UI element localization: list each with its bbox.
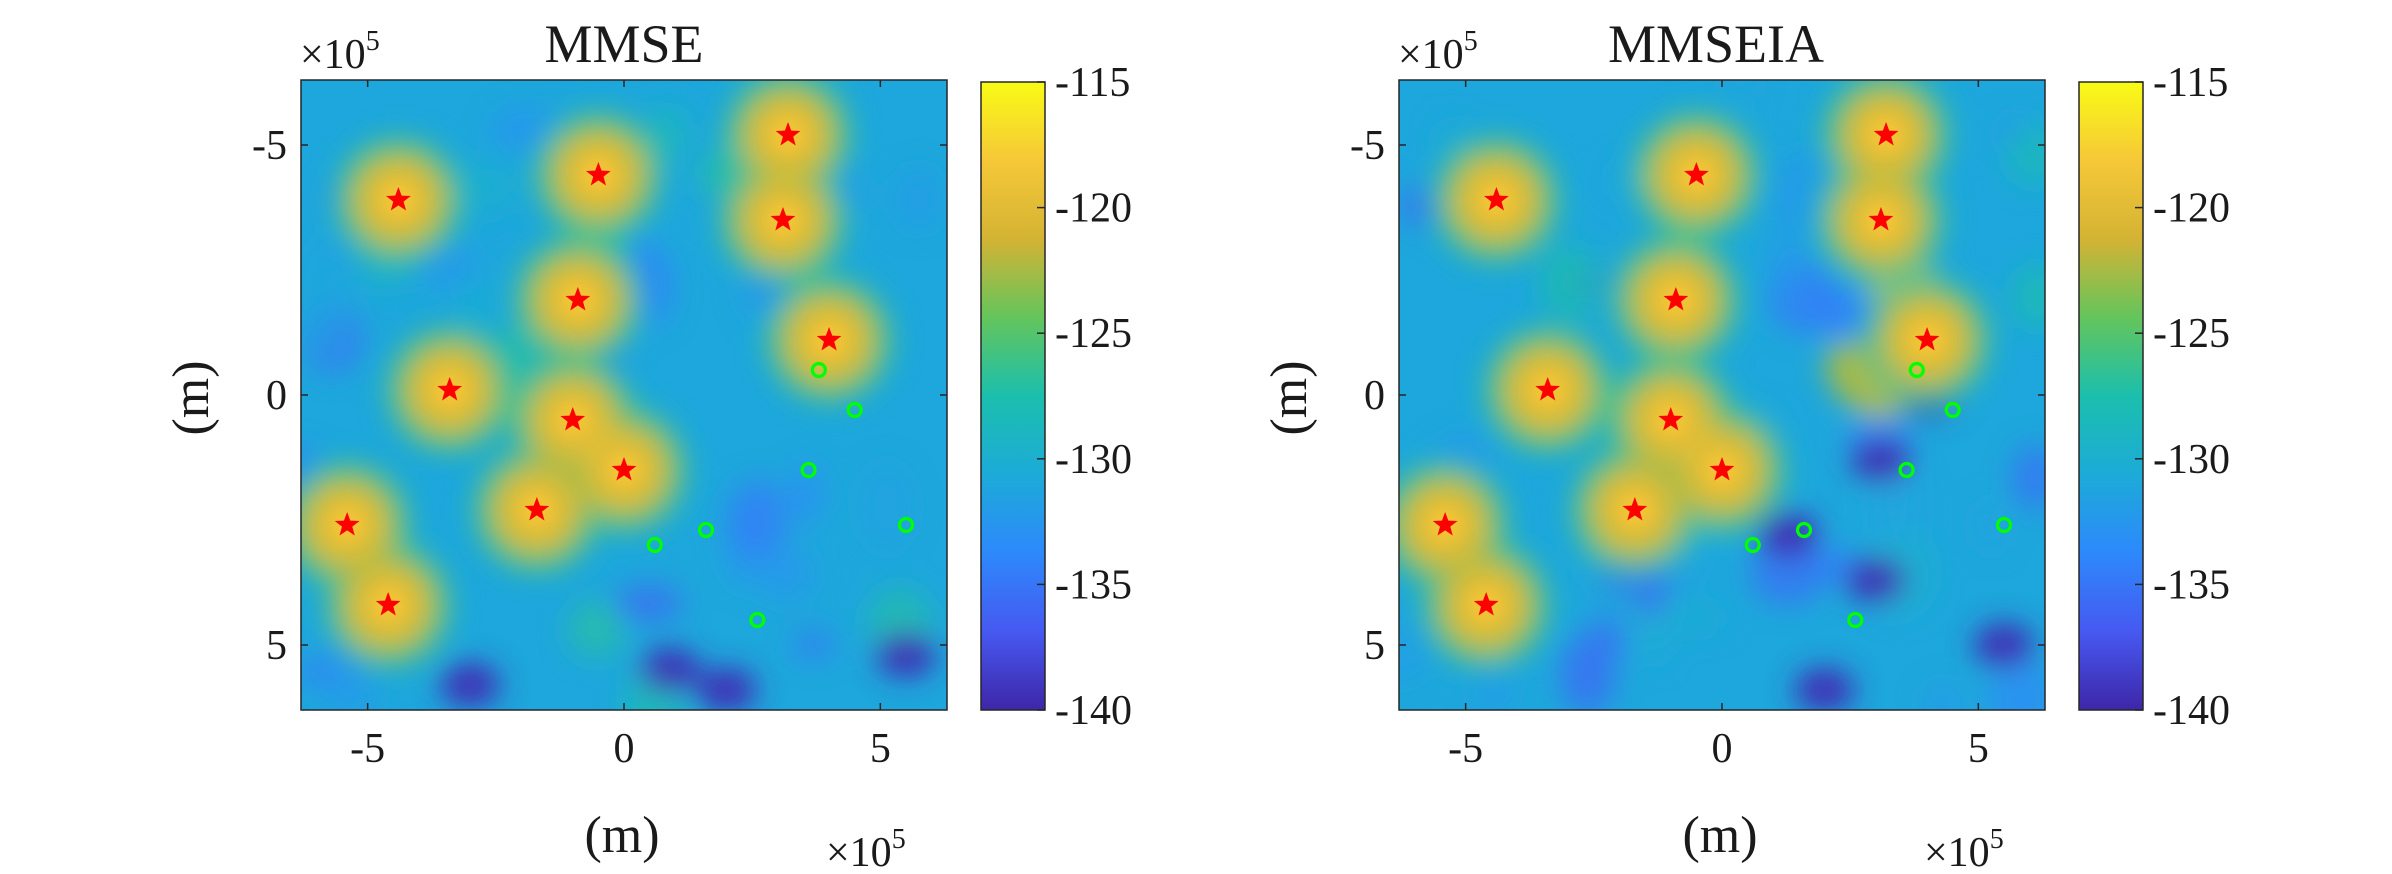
x-tick-label: 0 bbox=[1712, 726, 1733, 772]
circle-marker bbox=[1847, 611, 1864, 629]
star-marker bbox=[565, 287, 591, 311]
x-tick-label: 5 bbox=[870, 726, 891, 772]
star-marker bbox=[334, 512, 360, 536]
heatmap-image bbox=[1399, 80, 2045, 710]
colorbar-tick-label: -115 bbox=[2153, 60, 2228, 106]
y-tick-label: 5 bbox=[266, 623, 287, 669]
y-tick-label: 0 bbox=[266, 373, 287, 419]
star-marker bbox=[1658, 407, 1684, 431]
circle-marker bbox=[646, 536, 663, 554]
colorbar-tick-label: -115 bbox=[1055, 60, 1130, 106]
x-axis-label: (m) bbox=[1682, 807, 1757, 864]
colorbar-tick-label: -135 bbox=[1055, 562, 1132, 608]
y-tick-label: 5 bbox=[1364, 623, 1385, 669]
star-marker bbox=[1473, 592, 1499, 616]
colorbar-tick-label: -140 bbox=[1055, 688, 1132, 734]
heatmap-panel-mmseia: MMSEIA ×105 (m) (m) ×105 -5 0 5-505 -115-1… bbox=[1261, 14, 2230, 874]
star-marker bbox=[1535, 377, 1561, 401]
y-multiplier: ×105 bbox=[300, 26, 380, 78]
y-tick-label: 0 bbox=[1364, 373, 1385, 419]
circle-marker bbox=[1795, 521, 1813, 539]
star-marker bbox=[386, 187, 411, 211]
colorbar-ticks: -115 -120 -125 -130 -135 -140 bbox=[1037, 60, 1132, 734]
star-marker bbox=[816, 327, 842, 351]
heatmap-panel-mmse: MMSE ×105 (m) (m) ×105 -5 0 5 -5 0 5 -115 -120… bbox=[163, 14, 1132, 874]
x-axis-label: (m) bbox=[584, 807, 659, 864]
circle-marker bbox=[800, 461, 817, 479]
circle-marker bbox=[749, 611, 766, 629]
star-marker bbox=[375, 592, 401, 616]
colorbar-tick-label: -125 bbox=[2153, 311, 2230, 357]
circle-marker bbox=[1944, 401, 1961, 419]
circle-marker bbox=[846, 401, 863, 419]
y-tick-label: -5 bbox=[1350, 123, 1385, 169]
plot-area: -5 0 5 -5 0 5 bbox=[252, 79, 948, 772]
circle-marker bbox=[697, 521, 715, 539]
colorbar: -115 -120 -125 -130 -135 -140 bbox=[2078, 60, 2230, 734]
star-marker bbox=[524, 497, 550, 521]
x-tick-label: -5 bbox=[350, 726, 385, 772]
x-tick-label: 0 bbox=[614, 726, 635, 772]
colorbar-gradient bbox=[980, 81, 1046, 711]
colorbar-tick-label: -130 bbox=[2153, 437, 2230, 483]
star-marker bbox=[611, 457, 637, 481]
y-tick-label: -5 bbox=[252, 123, 287, 169]
star-marker bbox=[770, 207, 796, 231]
colorbar-gradient bbox=[2078, 81, 2144, 711]
circle-marker bbox=[1898, 461, 1915, 479]
colorbar-tick-label: -130 bbox=[1055, 437, 1132, 483]
star-marker bbox=[1868, 207, 1894, 231]
star-marker bbox=[560, 407, 586, 431]
star-marker bbox=[1663, 287, 1689, 311]
colorbar-tick-label: -140 bbox=[2153, 688, 2230, 734]
star-marker bbox=[1684, 162, 1709, 186]
y-multiplier: ×105 bbox=[1398, 26, 1478, 78]
star-marker bbox=[1622, 497, 1648, 521]
circle-marker bbox=[1908, 361, 1925, 379]
markers bbox=[334, 122, 915, 629]
star-marker bbox=[1484, 187, 1509, 211]
circle-marker bbox=[1744, 536, 1761, 554]
y-axis-label: (m) bbox=[1261, 360, 1318, 435]
axis-ticks: -5 0 5 -5 0 5 bbox=[252, 80, 947, 772]
colorbar-tick-label: -120 bbox=[2153, 186, 2230, 232]
circle-marker bbox=[1995, 516, 2013, 534]
star-marker bbox=[1873, 122, 1899, 146]
colorbar-ticks: -115 -120 -125 -130 -135 -140 bbox=[2135, 60, 2230, 734]
colorbar-tick-label: -125 bbox=[1055, 311, 1132, 357]
x-multiplier: ×105 bbox=[1924, 824, 2004, 874]
markers bbox=[1432, 122, 2013, 629]
colorbar-tick-label: -135 bbox=[2153, 562, 2230, 608]
x-tick-label: -5 bbox=[1448, 726, 1483, 772]
x-tick-label: 5 bbox=[1968, 726, 1989, 772]
star-marker bbox=[1432, 512, 1458, 536]
star-marker bbox=[1914, 327, 1940, 351]
plot-title: MMSEIA bbox=[1608, 14, 1824, 74]
plot-area: -5 0 5 -5 0 5 bbox=[1350, 79, 2046, 772]
star-marker bbox=[437, 377, 463, 401]
star-marker bbox=[586, 162, 611, 186]
axis-ticks: -5 0 5 -5 0 5 bbox=[1350, 80, 2045, 772]
x-multiplier: ×105 bbox=[826, 824, 906, 874]
plot-title: MMSE bbox=[544, 14, 703, 74]
colorbar: -115 -120 -125 -130 -135 -140 bbox=[980, 60, 1132, 734]
star-marker bbox=[775, 122, 801, 146]
star-marker bbox=[1709, 457, 1735, 481]
colorbar-tick-label: -120 bbox=[1055, 186, 1132, 232]
y-axis-label: (m) bbox=[163, 360, 220, 435]
circle-marker bbox=[810, 361, 827, 379]
circle-marker bbox=[897, 516, 915, 534]
